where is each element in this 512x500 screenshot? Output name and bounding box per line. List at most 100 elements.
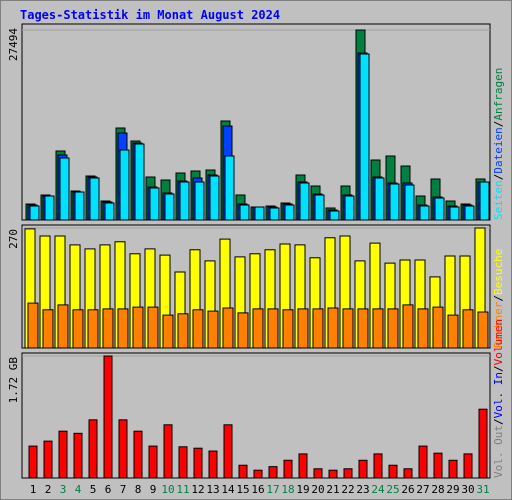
x-tick-label: 26 — [401, 483, 414, 496]
x-tick-label: 28 — [431, 483, 444, 496]
bar — [163, 424, 173, 479]
bar — [328, 469, 338, 479]
x-tick-label: 24 — [371, 483, 385, 496]
bar — [177, 313, 189, 349]
bar — [418, 445, 428, 479]
x-tick-label: 7 — [120, 483, 127, 496]
bar — [359, 53, 370, 221]
bar — [132, 306, 144, 349]
bar — [43, 440, 53, 479]
x-tick-label: 3 — [60, 483, 67, 496]
bar — [374, 177, 385, 221]
x-tick-label: 19 — [296, 483, 309, 496]
bar — [254, 206, 265, 221]
bar — [343, 468, 353, 479]
bar — [387, 308, 399, 349]
bar — [223, 424, 233, 479]
bar — [464, 205, 475, 221]
bar — [73, 432, 83, 479]
bar — [237, 312, 249, 349]
y-tick-label: 27494 — [7, 28, 20, 61]
bar — [329, 210, 340, 221]
bar — [434, 197, 445, 221]
x-tick-label: 22 — [341, 483, 354, 496]
legend-entry: Anfragen — [492, 68, 505, 121]
legend-separator: / — [492, 295, 505, 302]
x-tick-label: 27 — [416, 483, 429, 496]
x-tick-label: 15 — [236, 483, 249, 496]
bar — [252, 308, 264, 349]
bar — [448, 459, 458, 479]
bar — [357, 308, 369, 349]
x-tick-label: 1 — [30, 483, 37, 496]
bar — [298, 453, 308, 479]
bar — [147, 306, 159, 349]
bar — [59, 157, 70, 221]
bar — [432, 306, 444, 349]
x-tick-label: 30 — [461, 483, 474, 496]
bar — [118, 419, 128, 479]
x-tick-label: 16 — [251, 483, 264, 496]
x-tick-label: 13 — [206, 483, 219, 496]
legend-separator: / — [492, 121, 505, 128]
x-tick-label: 2 — [45, 483, 52, 496]
legend-separator: / — [492, 418, 505, 425]
bar — [89, 177, 100, 221]
bar — [162, 314, 174, 349]
bar — [404, 184, 415, 221]
bar — [224, 155, 235, 221]
bar — [148, 445, 158, 479]
x-tick-label: 11 — [176, 483, 189, 496]
bar — [284, 204, 295, 221]
bar — [58, 430, 68, 479]
x-tick-label: 5 — [90, 483, 97, 496]
bar — [313, 468, 323, 479]
bar — [208, 450, 218, 479]
x-tick-label: 14 — [221, 483, 235, 496]
bar — [179, 181, 190, 221]
bar — [479, 181, 490, 221]
bar — [269, 207, 280, 221]
bar — [297, 308, 309, 349]
bar — [192, 309, 204, 349]
x-tick-label: 12 — [191, 483, 204, 496]
bar — [267, 308, 279, 349]
x-tick-label: 25 — [386, 483, 399, 496]
bar — [419, 205, 430, 221]
bar — [42, 309, 54, 349]
legend-entry: Besuche — [492, 249, 505, 295]
legend: Rechner/Besuche — [492, 249, 505, 348]
legend-entry: Seiten — [492, 180, 505, 220]
legend-separator: / — [492, 365, 505, 372]
bar — [134, 143, 145, 221]
bar — [149, 187, 160, 221]
bar — [388, 464, 398, 479]
x-tick-label: 18 — [281, 483, 294, 496]
bar — [102, 308, 114, 349]
bar — [268, 466, 278, 479]
bar — [222, 307, 234, 349]
bar — [44, 195, 55, 221]
bar — [344, 195, 355, 221]
legend-entry: Volumen — [492, 319, 505, 365]
bar — [312, 308, 324, 349]
y-tick-label: 270 — [7, 229, 20, 249]
x-tick-label: 4 — [75, 483, 82, 496]
bar — [87, 309, 99, 349]
legend-entry: Vol. In — [492, 372, 505, 418]
bar — [433, 452, 443, 479]
bar — [72, 309, 84, 349]
bar — [462, 309, 474, 349]
bar — [207, 310, 219, 349]
legend-entry: Rechner — [492, 301, 505, 348]
bar — [209, 175, 220, 221]
x-tick-label: 10 — [161, 483, 174, 496]
chart-title: Tages-Statistik im Monat August 2024 — [20, 8, 280, 22]
bar — [403, 468, 413, 479]
bar — [238, 464, 248, 479]
bar — [282, 309, 294, 349]
bar — [103, 355, 113, 479]
bar — [477, 311, 489, 349]
legend-entry: Vol. Out — [492, 425, 505, 478]
